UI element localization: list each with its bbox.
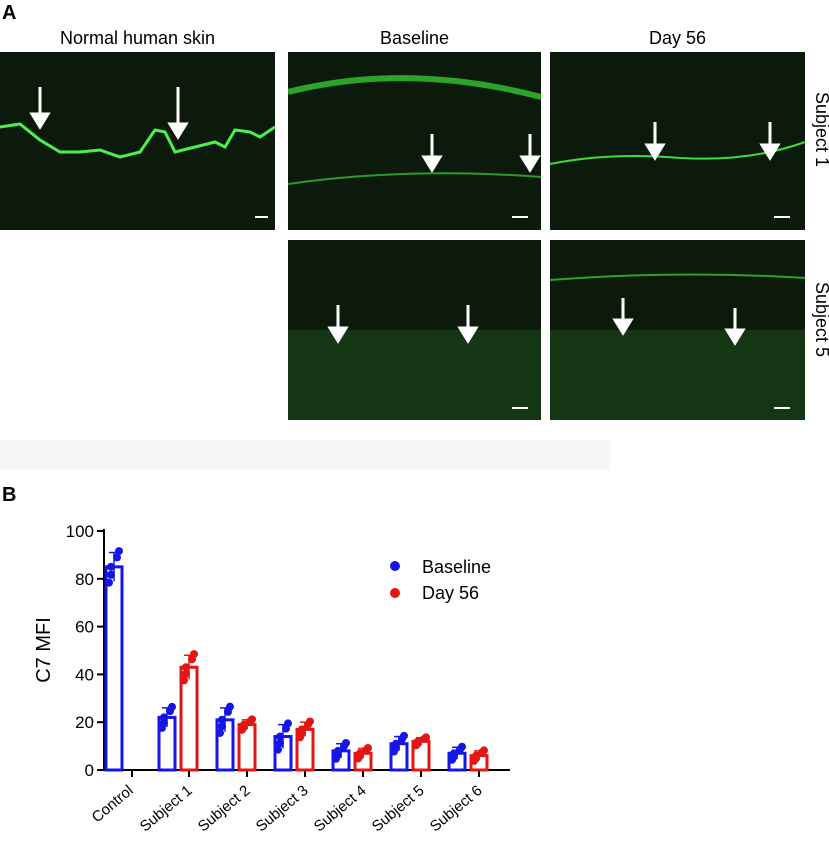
data-point — [180, 676, 188, 685]
data-point — [107, 562, 115, 571]
data-point — [224, 707, 232, 716]
x-tick-label: Subject 6 — [427, 782, 486, 835]
data-point — [362, 746, 370, 755]
y-tick-label: 20 — [75, 713, 94, 732]
panel-b-label: B — [2, 484, 17, 506]
data-point — [182, 669, 190, 678]
micrograph-subject5-baseline — [288, 240, 541, 420]
data-point — [182, 663, 190, 672]
data-point — [420, 734, 428, 743]
legend: Baseline Day 56 — [390, 557, 491, 603]
row-label-subject1: Subject 1 — [812, 92, 829, 167]
x-tick-label: Subject 1 — [137, 782, 196, 835]
y-tick-label: 40 — [75, 665, 94, 684]
y-tick-label: 100 — [66, 522, 94, 541]
data-point — [334, 746, 342, 755]
y-tick-label: 60 — [75, 618, 94, 637]
data-point — [356, 749, 364, 758]
data-point — [298, 725, 306, 734]
data-point — [188, 655, 196, 664]
micrograph-subject1-baseline — [288, 52, 541, 230]
data-point — [216, 728, 224, 737]
divider-band — [0, 440, 610, 470]
micrograph-normal-skin — [0, 52, 275, 230]
data-point — [218, 722, 226, 731]
y-axis-label: C7 MFI — [33, 617, 55, 683]
data-point — [107, 570, 115, 579]
bar-chart: C7 MFI Baseline Day 56 0 20 40 60 80 100 Contr… — [33, 522, 510, 835]
legend-label-day56: Day 56 — [422, 583, 479, 603]
x-tick-label: Control — [89, 782, 137, 826]
data-point — [276, 732, 284, 741]
data-point — [160, 713, 168, 722]
micrograph-subject1-day56 — [550, 52, 805, 230]
data-point — [105, 578, 113, 587]
panel-a-label: A — [2, 2, 17, 24]
data-point — [304, 720, 312, 729]
data-point — [240, 720, 248, 729]
legend-label-baseline: Baseline — [422, 557, 491, 577]
legend-marker-day56 — [390, 588, 400, 598]
x-tick-label: Subject 2 — [195, 782, 254, 835]
data-point — [246, 717, 254, 726]
column-title-normal: Normal human skin — [59, 28, 216, 48]
y-tick-label: 80 — [75, 570, 94, 589]
data-point — [414, 737, 422, 746]
x-tick-label: Subject 5 — [369, 782, 428, 835]
data-point — [276, 739, 284, 748]
data-point — [282, 724, 290, 733]
y-tick-label: 0 — [85, 761, 94, 780]
data-point — [450, 749, 458, 758]
data-point — [392, 739, 400, 748]
data-point — [456, 745, 464, 754]
data-point — [478, 748, 486, 757]
bar-baseline — [104, 565, 124, 772]
data-point — [113, 553, 121, 562]
row-label-subject5: Subject 5 — [812, 282, 829, 357]
data-point — [340, 742, 348, 751]
micrograph-subject5-day56 — [550, 240, 805, 420]
data-point — [115, 547, 123, 556]
x-tick-label: Subject 4 — [311, 782, 370, 835]
data-point — [218, 715, 226, 724]
column-title-day56: Day 56 — [648, 28, 707, 48]
legend-marker-baseline — [390, 561, 400, 571]
column-title-baseline: Baseline — [379, 28, 450, 48]
data-point — [166, 707, 174, 716]
x-tick-label: Subject 3 — [253, 782, 312, 835]
data-point — [274, 745, 282, 754]
data-point — [472, 751, 480, 760]
data-point — [398, 734, 406, 743]
